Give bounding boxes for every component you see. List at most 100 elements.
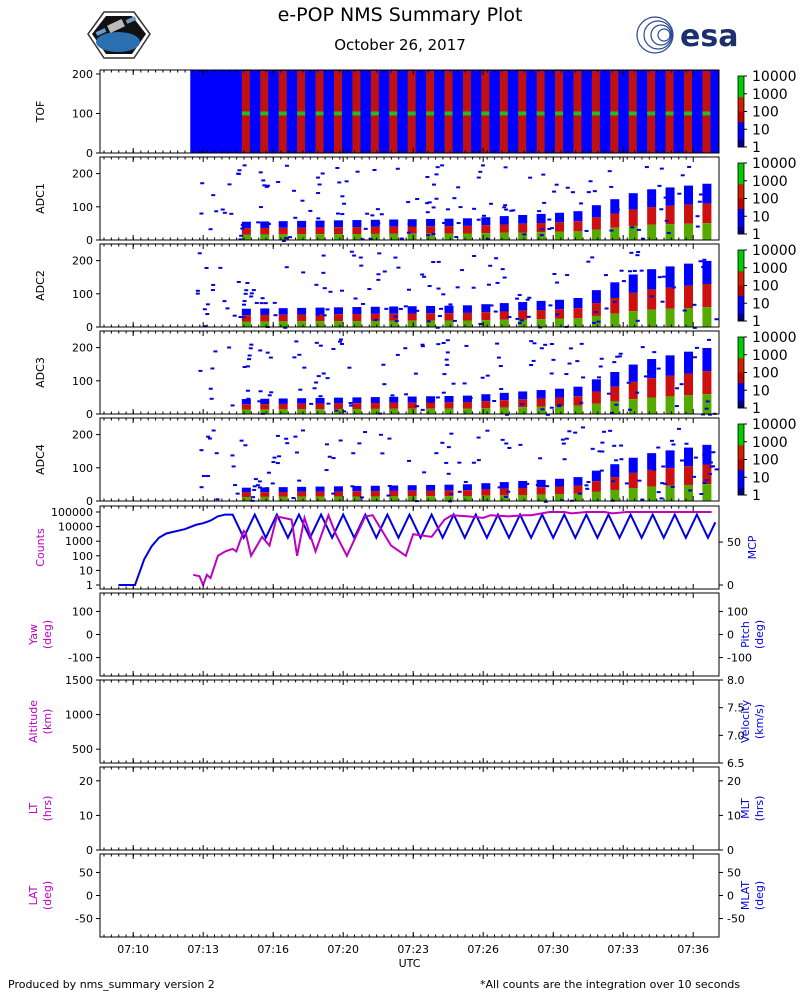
adc-speck	[575, 302, 580, 305]
adc-speck	[506, 490, 511, 493]
adc-speck	[252, 485, 257, 488]
adc-speck	[435, 166, 440, 169]
adc-speck	[699, 492, 704, 495]
adc-column-high	[647, 224, 657, 240]
colorbar-segment	[738, 340, 744, 345]
adc-speck	[251, 496, 256, 499]
adc-column-low	[315, 486, 325, 492]
adc-speck	[588, 180, 593, 183]
adc-speck	[639, 269, 644, 272]
adc-column-high	[647, 397, 657, 414]
adc-speck	[707, 472, 712, 475]
adc-column-mid	[315, 403, 325, 410]
adc-speck	[641, 237, 646, 240]
adc-speck	[399, 237, 404, 240]
colorbar-segment	[738, 347, 744, 352]
tof-band	[665, 111, 674, 116]
colorbar-segment	[738, 365, 744, 370]
adc-column-low	[407, 396, 417, 403]
adc-column-mid	[665, 287, 675, 309]
plot-area	[100, 593, 719, 676]
adc-column-low	[352, 397, 362, 404]
adc-speck	[451, 382, 456, 385]
adc-speck	[265, 184, 270, 187]
adc-column-high	[702, 484, 712, 501]
adc-speck	[656, 446, 661, 449]
adc-speck	[592, 190, 597, 193]
adc-column-low	[665, 266, 675, 288]
adc-speck	[297, 479, 302, 482]
adc-column-mid	[315, 314, 325, 322]
colorbar-segment	[738, 166, 744, 171]
adc-column-high	[683, 484, 693, 501]
adc-column-mid	[628, 209, 638, 226]
adc-column-high	[426, 408, 436, 414]
adc-speck	[258, 206, 263, 209]
adc-speck	[210, 367, 215, 370]
colorbar-segment	[738, 79, 744, 84]
adc-speck	[436, 287, 441, 290]
adc-speck	[248, 347, 253, 350]
tof-band	[260, 111, 269, 116]
adc-speck	[652, 351, 657, 354]
colorbar-segment	[738, 139, 744, 144]
y-axis-label: (deg)	[753, 881, 766, 910]
adc-speck	[291, 497, 296, 500]
adc-speck	[517, 294, 522, 297]
adc-speck	[526, 315, 531, 318]
adc-column-high	[499, 319, 509, 327]
adc-speck	[331, 492, 336, 495]
adc-column-mid	[573, 308, 583, 319]
adc-speck	[340, 195, 345, 198]
adc-speck	[456, 186, 461, 189]
adc-speck	[420, 345, 425, 348]
adc-column-low	[518, 301, 528, 311]
adc-column-high	[610, 227, 620, 240]
adc-speck	[606, 392, 611, 395]
adc-speck	[283, 326, 288, 329]
tof-band	[702, 111, 711, 116]
adc-speck	[249, 292, 254, 295]
adc-speck	[660, 300, 665, 303]
y-axis-label: Altitude	[27, 700, 40, 743]
adc-column-mid	[573, 221, 583, 232]
adc-speck	[284, 164, 289, 167]
adc-column-high	[352, 321, 362, 327]
adc-column-low	[573, 386, 583, 397]
adc-speck	[640, 346, 645, 349]
adc-speck	[445, 351, 450, 354]
colorbar-segment	[738, 129, 744, 134]
adc-column-mid	[518, 310, 528, 320]
y-tick-label: 200	[72, 429, 93, 442]
adc-speck	[243, 444, 248, 447]
colorbar-segment	[738, 448, 744, 453]
adc-column-low	[610, 371, 620, 387]
adc-column-high	[518, 232, 528, 240]
adc-speck	[425, 175, 430, 178]
y-tick-label: 0	[86, 890, 93, 903]
adc-speck	[316, 176, 321, 179]
adc-speck	[604, 307, 609, 310]
adc-speck	[493, 310, 498, 313]
adc-column-mid	[702, 284, 712, 308]
adc-column-high	[518, 319, 528, 327]
colorbar-segment	[738, 310, 744, 315]
adc-speck	[199, 449, 204, 452]
adc-column-low	[333, 397, 343, 404]
adc-speck	[365, 212, 370, 215]
adc-speck	[232, 314, 237, 317]
adc-column-high	[426, 320, 436, 327]
adc-speck	[554, 183, 559, 186]
adc-speck	[579, 342, 584, 345]
adc-column-low	[555, 478, 565, 487]
adc-column-high	[481, 320, 491, 327]
adc-speck	[630, 368, 635, 371]
adc-column-low	[481, 394, 491, 402]
adc-column-mid	[702, 464, 712, 485]
colorbar-segment	[738, 445, 744, 450]
adc-speck	[376, 222, 381, 225]
adc-speck	[714, 318, 719, 321]
adc-speck	[382, 270, 387, 273]
